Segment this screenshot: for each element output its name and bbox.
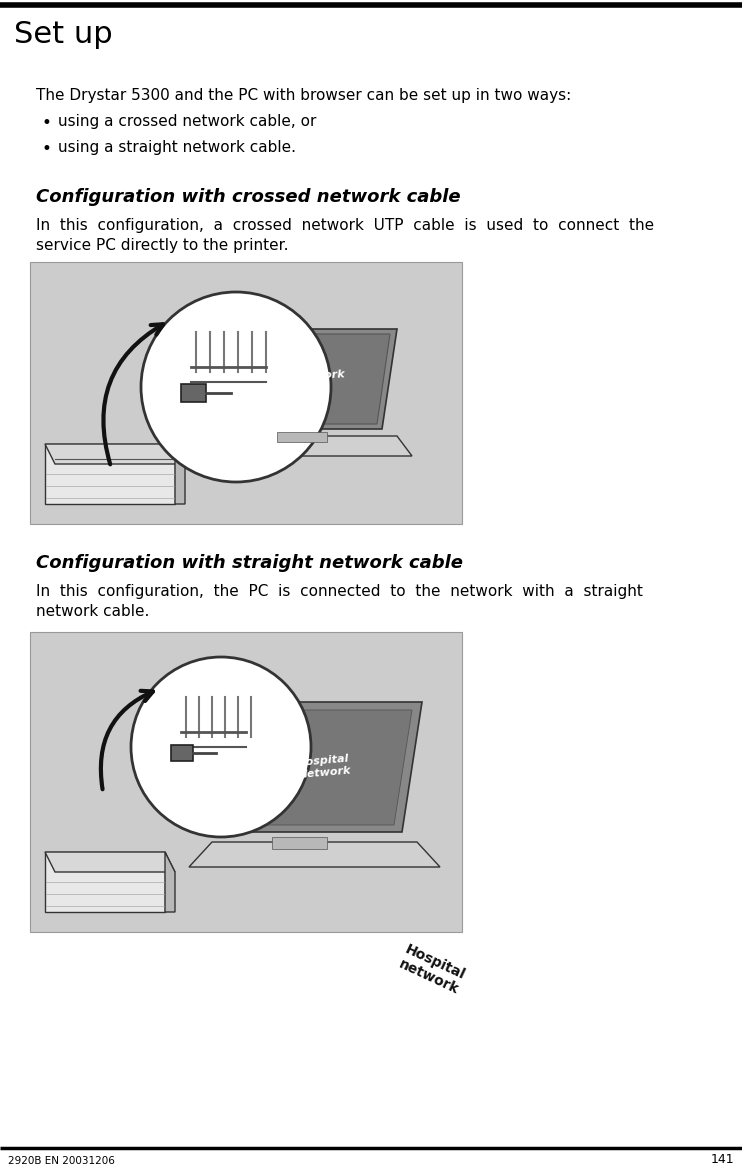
- Polygon shape: [165, 852, 175, 912]
- Bar: [30, 262, 462, 524]
- Text: 2920B EN 20031206: 2920B EN 20031206: [8, 1156, 115, 1165]
- Text: using a straight network cable.: using a straight network cable.: [58, 140, 296, 155]
- Polygon shape: [250, 710, 412, 825]
- Text: •: •: [42, 140, 52, 158]
- Polygon shape: [45, 444, 185, 464]
- Polygon shape: [175, 444, 185, 504]
- Text: The Drystar 5300 and the PC with browser can be set up in two ways:: The Drystar 5300 and the PC with browser…: [36, 88, 571, 103]
- Polygon shape: [252, 334, 390, 424]
- Bar: [181, 383, 206, 402]
- Text: Network: Network: [292, 369, 346, 382]
- Text: 141: 141: [710, 1153, 734, 1165]
- Bar: [30, 632, 462, 932]
- Text: Hospital
network: Hospital network: [396, 942, 467, 997]
- Text: In  this  configuration,  a  crossed  network  UTP  cable  is  used  to  connect: In this configuration, a crossed network…: [36, 217, 654, 233]
- Text: using a crossed network cable, or: using a crossed network cable, or: [58, 115, 316, 129]
- Text: Set up: Set up: [14, 20, 113, 49]
- Bar: [45, 444, 175, 504]
- Polygon shape: [189, 842, 440, 867]
- Polygon shape: [45, 852, 175, 872]
- Bar: [171, 745, 193, 761]
- Bar: [277, 433, 327, 442]
- Bar: [45, 852, 165, 912]
- Text: network cable.: network cable.: [36, 604, 149, 620]
- Polygon shape: [212, 436, 412, 456]
- Circle shape: [131, 657, 311, 837]
- Circle shape: [141, 292, 331, 482]
- Text: In  this  configuration,  the  PC  is  connected  to  the  network  with  a  str: In this configuration, the PC is connect…: [36, 584, 643, 599]
- Text: •: •: [42, 115, 52, 132]
- Text: Configuration with straight network cable: Configuration with straight network cabl…: [36, 554, 463, 572]
- Polygon shape: [242, 703, 422, 832]
- Bar: [272, 837, 327, 849]
- Text: Configuration with crossed network cable: Configuration with crossed network cable: [36, 188, 461, 206]
- Text: service PC directly to the printer.: service PC directly to the printer.: [36, 238, 289, 253]
- Text: Hospital
Network: Hospital Network: [297, 754, 351, 781]
- Polygon shape: [247, 328, 397, 429]
